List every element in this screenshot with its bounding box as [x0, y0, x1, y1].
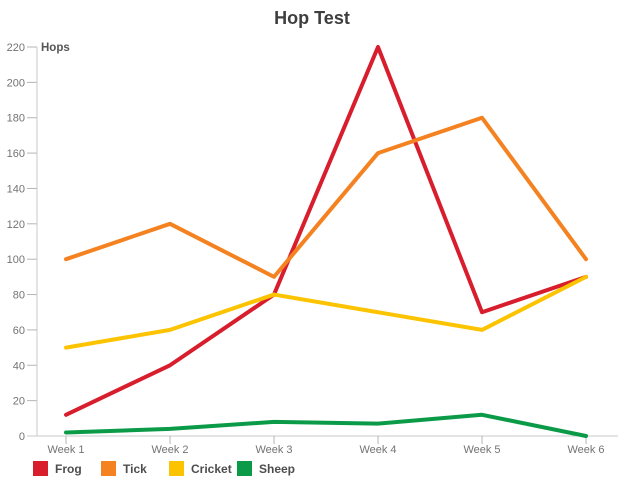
legend-swatch-sheep	[237, 461, 252, 476]
legend-swatch-cricket	[169, 461, 184, 476]
series-line-cricket	[64, 274, 588, 350]
legend-label: Tick	[123, 461, 147, 476]
y-tick-label: 160	[7, 148, 25, 160]
y-tick-label: 220	[7, 42, 25, 54]
x-axis-label: Week 6	[567, 444, 604, 456]
series-line-tick	[64, 115, 588, 279]
y-tick-label: 200	[7, 77, 25, 89]
legend-item-cricket[interactable]: Cricket	[169, 461, 237, 476]
y-tick-label: 120	[7, 219, 25, 231]
chart-legend: Frog Tick Cricket Sheep	[33, 461, 305, 476]
legend-label: Cricket	[191, 461, 232, 476]
y-tick-label: 0	[19, 431, 25, 443]
legend-label: Frog	[55, 461, 82, 476]
legend-swatch-tick	[101, 461, 116, 476]
legend-item-sheep[interactable]: Sheep	[237, 461, 305, 476]
y-tick-label: 80	[13, 290, 25, 302]
y-tick-label: 180	[7, 113, 25, 125]
legend-item-frog[interactable]: Frog	[33, 461, 101, 476]
y-axis-title: Hops	[41, 42, 70, 54]
y-tick-label: 100	[7, 254, 25, 266]
y-tick-label: 40	[13, 360, 25, 372]
x-axis-label: Week 1	[47, 444, 84, 456]
series-line-frog	[64, 45, 588, 417]
y-tick-label: 140	[7, 183, 25, 195]
chart-plot: Hops 0 20 40 60 80 100 120 140 160 180 200 220 Week …	[7, 42, 618, 456]
legend-item-tick[interactable]: Tick	[101, 461, 169, 476]
legend-label: Sheep	[259, 461, 296, 476]
x-axis-label: Week 2	[151, 444, 188, 456]
y-tick-label: 20	[13, 396, 25, 408]
legend-swatch-frog	[33, 461, 48, 476]
x-axis-label: Week 4	[359, 444, 396, 456]
series-line-sheep	[64, 412, 588, 438]
x-axis-label: Week 3	[255, 444, 292, 456]
y-tick-label: 60	[13, 325, 25, 337]
x-axis-label: Week 5	[463, 444, 500, 456]
chart-title: Hop Test	[274, 8, 350, 28]
